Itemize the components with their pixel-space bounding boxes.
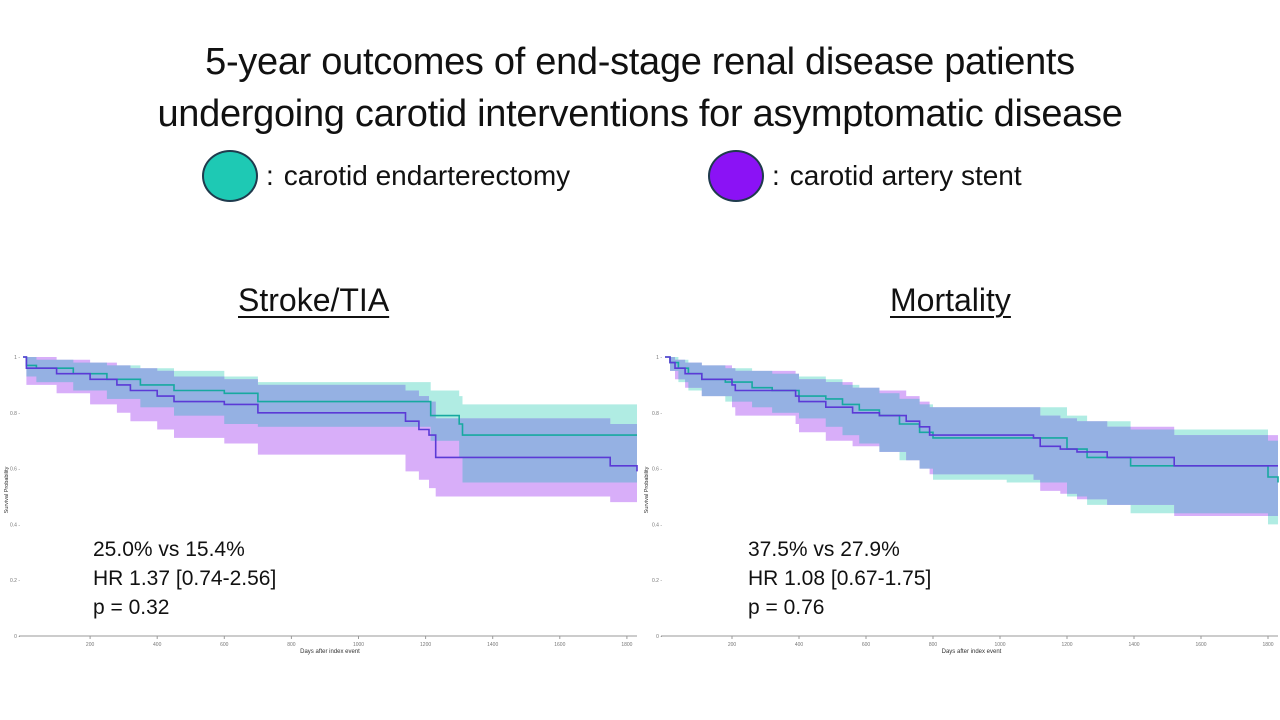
x-tick-label: 400 (153, 642, 162, 648)
x-tick-label: 600 (220, 642, 229, 648)
y-axis-label: Survival Probability (644, 466, 650, 513)
stats-mortality: 37.5% vs 27.9% HR 1.08 [0.67-1.75] p = 0… (748, 535, 931, 622)
title-line-1: 5-year outcomes of end-stage renal disea… (205, 41, 1075, 83)
chart-title-stroke: Stroke/TIA (238, 282, 390, 318)
x-tick-label: 200 (728, 642, 737, 648)
legend-item-cas: : carotid artery stent (708, 150, 1022, 202)
legend-separator: : (266, 160, 274, 191)
x-tick-label: 1400 (1128, 642, 1139, 648)
main-title: 5-year outcomes of end-stage renal disea… (0, 36, 1280, 140)
legend-separator: : (772, 160, 780, 191)
x-tick-label: 400 (795, 642, 804, 648)
y-tick-label: 1 - (14, 355, 20, 361)
y-tick-label: 0.8 - (652, 411, 662, 417)
stats-p-value: p = 0.76 (748, 596, 825, 619)
stats-rates: 37.5% vs 27.9% (748, 538, 900, 561)
x-tick-label: 1800 (1262, 642, 1273, 648)
legend-label-cea: carotid endarterectomy (283, 160, 571, 191)
purple-circle-icon (708, 150, 764, 202)
stats-hazard-ratio: HR 1.37 [0.74-2.56] (93, 567, 277, 590)
x-tick-label: 800 (287, 642, 296, 648)
x-axis-label: Days after index event (300, 649, 360, 655)
y-tick-label: 0 - (14, 634, 20, 640)
legend-label-cas: carotid artery stent (789, 160, 1022, 191)
stats-stroke: 25.0% vs 15.4% HR 1.37 [0.74-2.56] p = 0… (93, 535, 276, 622)
x-tick-label: 800 (929, 642, 938, 648)
y-tick-label: 1 - (656, 355, 662, 361)
stats-hazard-ratio: HR 1.08 [0.67-1.75] (748, 567, 932, 590)
y-tick-label: 0.8 - (10, 411, 20, 417)
y-tick-label: 0.2 - (10, 578, 20, 584)
y-axis-label: Survival Probability (4, 466, 10, 513)
x-tick-label: 1800 (621, 642, 632, 648)
x-tick-label: 1600 (554, 642, 565, 648)
y-tick-label: 0.6 - (10, 467, 20, 473)
chart-title-mortality: Mortality (890, 282, 1011, 318)
survival-line-cas (665, 356, 1278, 467)
teal-circle-icon (202, 150, 258, 202)
x-tick-label: 1200 (420, 642, 431, 648)
y-tick-label: 0.4 - (652, 522, 662, 528)
y-tick-label: 0.2 - (652, 578, 662, 584)
x-tick-label: 1000 (353, 642, 364, 648)
survival-line-cas (23, 356, 638, 472)
x-tick-label: 1400 (487, 642, 498, 648)
stats-p-value: p = 0.32 (93, 596, 170, 619)
x-tick-label: 600 (862, 642, 871, 648)
x-tick-label: 1000 (994, 642, 1005, 648)
legend-item-cea: : carotid endarterectomy (202, 150, 570, 202)
x-tick-label: 200 (86, 642, 95, 648)
x-tick-label: 1600 (1195, 642, 1206, 648)
title-line-2: undergoing carotid interventions for asy… (157, 93, 1123, 135)
y-tick-label: 0 - (656, 634, 662, 640)
y-tick-label: 0.4 - (10, 522, 20, 528)
y-tick-label: 0.6 - (652, 467, 662, 473)
x-axis-label: Days after index event (942, 649, 1002, 655)
x-tick-label: 1200 (1061, 642, 1072, 648)
km-plot-mortality: 200 400 600 800 1000 1200 1400 1600 1800 0 - 0.2 -… (644, 355, 1279, 655)
km-plot-stroke: 200 400 600 800 1000 1200 1400 1600 1800 0 - 0.2 -… (4, 355, 638, 655)
stats-rates: 25.0% vs 15.4% (93, 538, 245, 561)
